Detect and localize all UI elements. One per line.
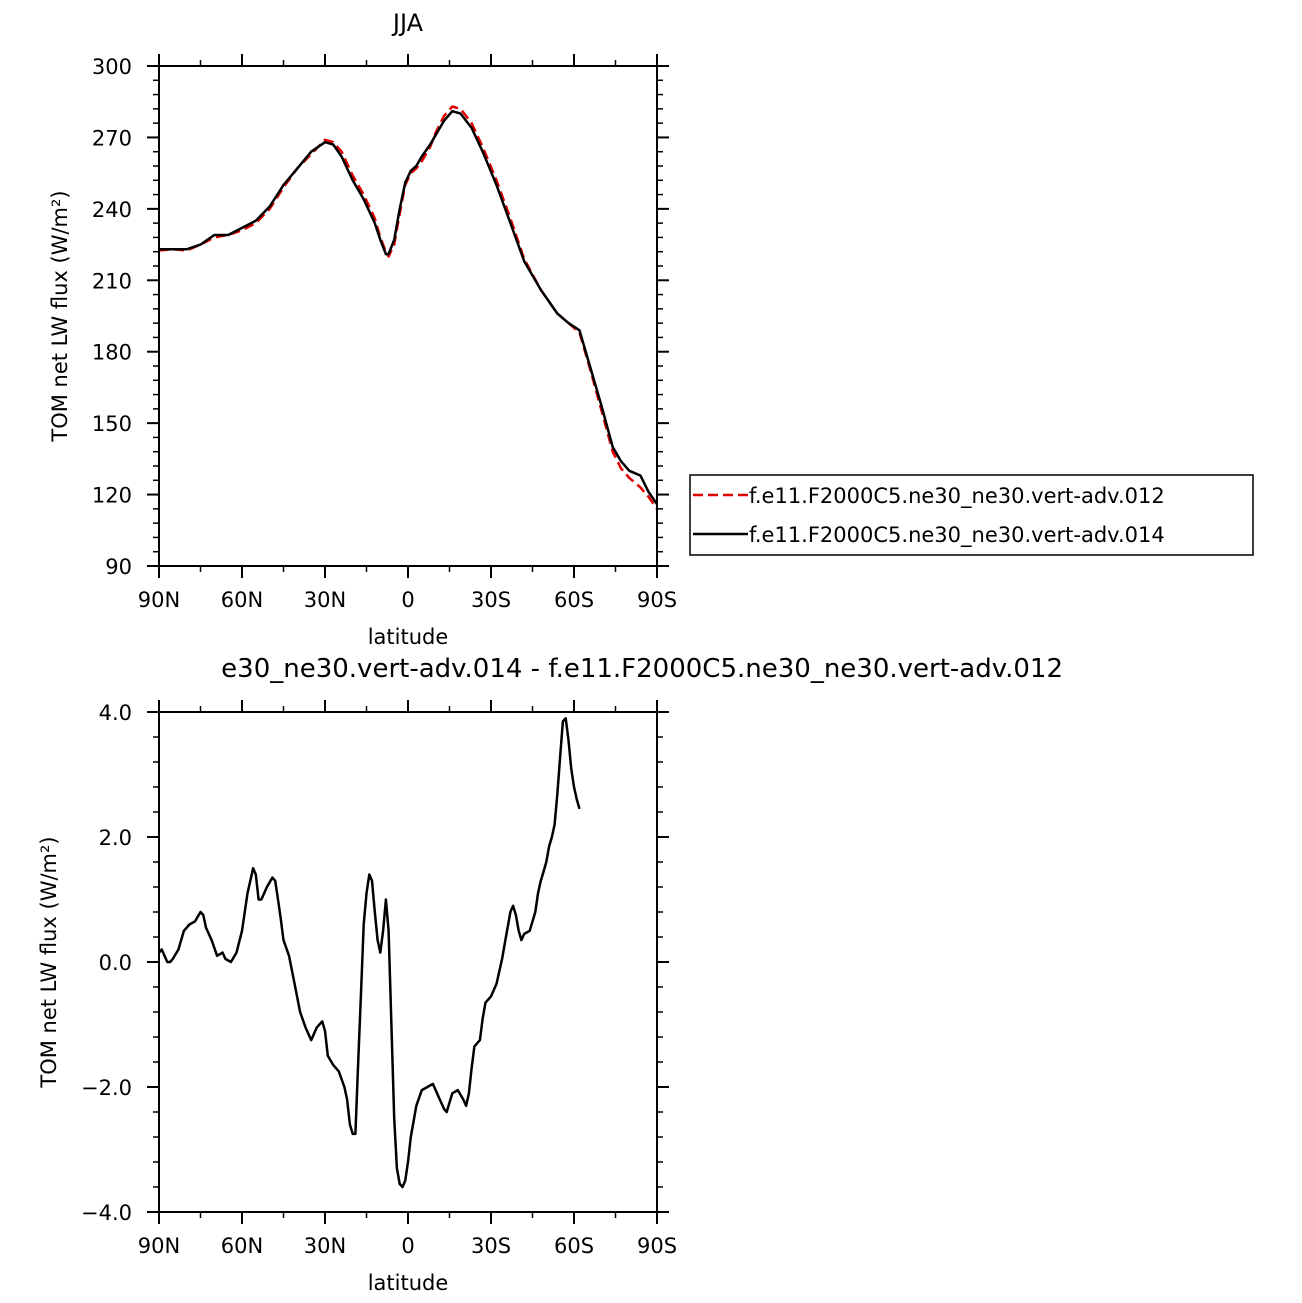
top-x-tick-label: 30N bbox=[304, 588, 346, 612]
top-x-tick-label: 0 bbox=[401, 588, 414, 612]
top-chart-title: JJA bbox=[391, 9, 424, 37]
bottom-y-tick-label: 4.0 bbox=[99, 701, 132, 725]
bottom-y-axis-label: TOM net LW flux (W/m²) bbox=[37, 836, 61, 1088]
top-x-tick-label: 90N bbox=[138, 588, 180, 612]
bottom-series-line-0 bbox=[158, 717, 581, 1189]
top-series-line-0 bbox=[158, 105, 659, 510]
bottom-x-tick-label: 60N bbox=[221, 1234, 263, 1258]
top-x-axis-label: latitude bbox=[368, 625, 449, 649]
top-y-tick-label: 210 bbox=[92, 269, 132, 293]
bottom-y-tick-label: −4.0 bbox=[81, 1201, 132, 1225]
top-y-tick-label: 120 bbox=[92, 484, 132, 508]
bottom-panel: e30_ne30.vert-adv.014 - f.e11.F2000C5.ne… bbox=[37, 654, 1063, 1295]
bottom-x-tick-label: 90S bbox=[637, 1234, 677, 1258]
top-panel: JJA 90N 60N 30N 0 30S 60S 90S 90 120 150 180 210 240… bbox=[48, 9, 1254, 649]
bottom-y-tick-label: −2.0 bbox=[81, 1076, 132, 1100]
bottom-tick-labels: 90N 60N 30N 0 30S 60S 90S −4.0 −2.0 0.0 2.0 4.0 bbox=[81, 701, 677, 1258]
legend-label-014: f.e11.F2000C5.ne30_ne30.vert-adv.014 bbox=[749, 523, 1165, 548]
top-x-tick-label: 30S bbox=[471, 588, 511, 612]
bottom-y-tick-label: 2.0 bbox=[99, 826, 132, 850]
top-series-lines bbox=[158, 105, 659, 510]
bottom-x-tick-label: 90N bbox=[138, 1234, 180, 1258]
top-y-tick-label: 150 bbox=[92, 412, 132, 436]
bottom-x-tick-label: 30N bbox=[304, 1234, 346, 1258]
top-series-line-1 bbox=[159, 109, 659, 505]
bottom-plot-frame bbox=[158, 711, 658, 1213]
legend-label-012: f.e11.F2000C5.ne30_ne30.vert-adv.012 bbox=[749, 484, 1165, 509]
top-tick-labels: 90N 60N 30N 0 30S 60S 90S 90 120 150 180 210 240 270 3… bbox=[92, 55, 677, 612]
legend: f.e11.F2000C5.ne30_ne30.vert-adv.012 f.e… bbox=[689, 474, 1254, 556]
top-x-tick-label: 60S bbox=[554, 588, 594, 612]
top-y-tick-label: 90 bbox=[105, 555, 132, 579]
bottom-axis-ticks bbox=[147, 700, 669, 1224]
top-y-tick-label: 180 bbox=[92, 341, 132, 365]
top-y-axis-label: TOM net LW flux (W/m²) bbox=[48, 190, 72, 442]
bottom-x-tick-label: 30S bbox=[471, 1234, 511, 1258]
bottom-series-lines bbox=[158, 717, 581, 1189]
top-y-tick-label: 270 bbox=[92, 126, 132, 150]
bottom-x-tick-label: 60S bbox=[554, 1234, 594, 1258]
bottom-x-axis-label: latitude bbox=[368, 1271, 449, 1295]
bottom-y-tick-label: 0.0 bbox=[99, 951, 132, 975]
top-x-tick-label: 90S bbox=[637, 588, 677, 612]
bottom-chart-title: e30_ne30.vert-adv.014 - f.e11.F2000C5.ne… bbox=[221, 654, 1063, 684]
top-axis-ticks bbox=[147, 54, 669, 578]
top-x-tick-label: 60N bbox=[221, 588, 263, 612]
bottom-x-tick-label: 0 bbox=[401, 1234, 414, 1258]
top-y-tick-label: 300 bbox=[92, 55, 132, 79]
top-plot-frame bbox=[158, 65, 658, 567]
legend-box bbox=[689, 474, 1254, 556]
top-y-tick-label: 240 bbox=[92, 198, 132, 222]
